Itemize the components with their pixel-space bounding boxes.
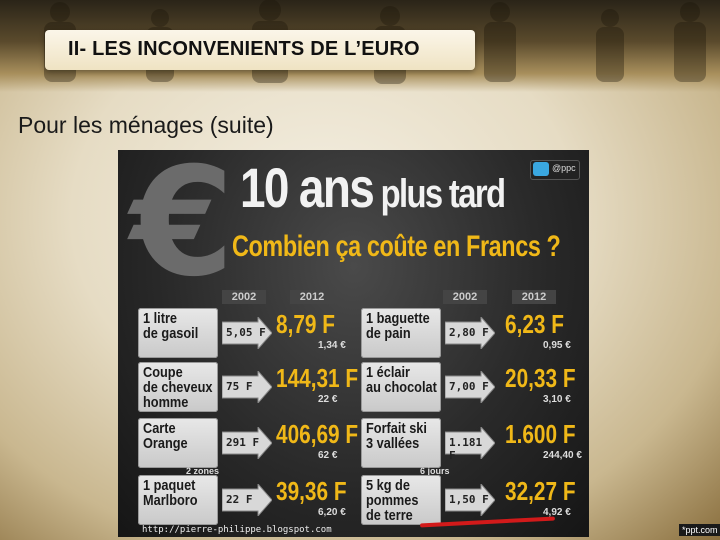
- col-year-new-left: 2012: [290, 290, 334, 304]
- col-year-new-right: 2012: [512, 290, 556, 304]
- new-price-francs: 6,23 F: [505, 309, 564, 339]
- item-note: 6 jours: [420, 466, 450, 476]
- old-price-arrow: 7,00 F: [445, 371, 495, 403]
- old-price: 2,80 F: [449, 326, 489, 339]
- new-price-francs: 406,69 F: [276, 419, 359, 449]
- item-label: Carte Orange: [143, 420, 188, 452]
- headline-small: plus tard: [373, 172, 506, 216]
- arrow-right-icon: [445, 484, 495, 516]
- old-price-arrow: 2,80 F: [445, 317, 495, 349]
- new-price-francs: 8,79 F: [276, 309, 335, 339]
- item-label-box: 1 paquet Marlboro: [138, 475, 218, 525]
- old-price: 7,00 F: [449, 380, 489, 393]
- new-price-euros: 62 €: [318, 450, 338, 461]
- new-price-francs: 39,36 F: [276, 476, 347, 506]
- poster-headline: 10 ans plus tard: [240, 160, 506, 216]
- new-price-euros: 244,40 €: [543, 450, 582, 461]
- new-price-francs: 144,31 F: [276, 363, 359, 393]
- item-label-box: Carte Orange: [138, 418, 218, 468]
- item-label-box: Coupe de cheveux homme: [138, 362, 218, 412]
- headline-main: 10 ans: [240, 156, 375, 219]
- item-label-box: 1 éclair au chocolat: [361, 362, 441, 412]
- arrow-right-icon: [445, 371, 495, 403]
- new-price-francs: 32,27 F: [505, 476, 576, 506]
- item-label: 1 paquet Marlboro: [143, 477, 198, 509]
- new-price-euros: 22 €: [318, 394, 338, 405]
- poster-subheadline: Combien ça coûte en Francs ?: [232, 230, 561, 263]
- title-box: [45, 30, 475, 70]
- item-label: Forfait ski 3 vallées: [366, 420, 427, 452]
- arrow-right-icon: [445, 427, 495, 459]
- col-year-old-left: 2002: [222, 290, 266, 304]
- item-label: 5 kg de pommes de terre: [366, 477, 419, 524]
- euro-symbol: €: [130, 136, 235, 310]
- old-price-arrow: 1,50 F: [445, 484, 495, 516]
- arrow-right-icon: [222, 317, 272, 349]
- old-price-arrow: 1.181 F: [445, 427, 495, 462]
- new-price-euros: 0,95 €: [543, 340, 571, 351]
- poster-footer-url: http://pierre-philippe.blogspot.com: [142, 525, 332, 535]
- item-label-box: 1 baguette de pain: [361, 308, 441, 358]
- item-note: 2 zones: [186, 466, 220, 476]
- old-price: 291 F: [226, 436, 260, 449]
- old-price-arrow: 291 F: [222, 427, 272, 459]
- old-price-arrow: 75 F: [222, 371, 272, 403]
- col-year-old-right: 2002: [443, 290, 487, 304]
- arrow-right-icon: [222, 427, 272, 459]
- watermark-badge: *ppt.com: [679, 524, 720, 536]
- new-price-euros: 3,10 €: [543, 394, 571, 405]
- item-label-box: 5 kg de pommes de terre: [361, 475, 441, 525]
- arrow-right-icon: [445, 317, 495, 349]
- old-price: 1.181 F: [449, 436, 483, 462]
- arrow-right-icon: [222, 484, 272, 516]
- new-price-francs: 1.600 F: [505, 419, 576, 449]
- new-price-euros: 4,92 €: [543, 507, 571, 518]
- new-price-euros: 1,34 €: [318, 340, 346, 351]
- new-price-francs: 20,33 F: [505, 363, 576, 393]
- item-label: 1 baguette de pain: [366, 310, 430, 342]
- old-price-arrow: 22 F: [222, 484, 272, 516]
- old-price-arrow: 5,05 F: [222, 317, 272, 349]
- item-label: Coupe de cheveux homme: [143, 364, 213, 411]
- twitter-icon: [533, 162, 549, 176]
- arrow-right-icon: [222, 371, 272, 403]
- item-label: 1 litre de gasoil: [143, 310, 199, 342]
- item-label-box: Forfait ski 3 vallées: [361, 418, 441, 468]
- old-price: 5,05 F: [226, 326, 266, 339]
- slide-subtitle: Pour les ménages (suite): [18, 112, 274, 138]
- item-label: 1 éclair au chocolat: [366, 364, 437, 396]
- old-price: 22 F: [226, 493, 253, 506]
- slide-title: II- LES INCONVENIENTS DE L’EURO: [68, 38, 420, 60]
- item-label-box: 1 litre de gasoil: [138, 308, 218, 358]
- new-price-euros: 6,20 €: [318, 507, 346, 518]
- old-price: 1,50 F: [449, 493, 489, 506]
- old-price: 75 F: [226, 380, 253, 393]
- twitter-handle: @ppc: [552, 163, 576, 173]
